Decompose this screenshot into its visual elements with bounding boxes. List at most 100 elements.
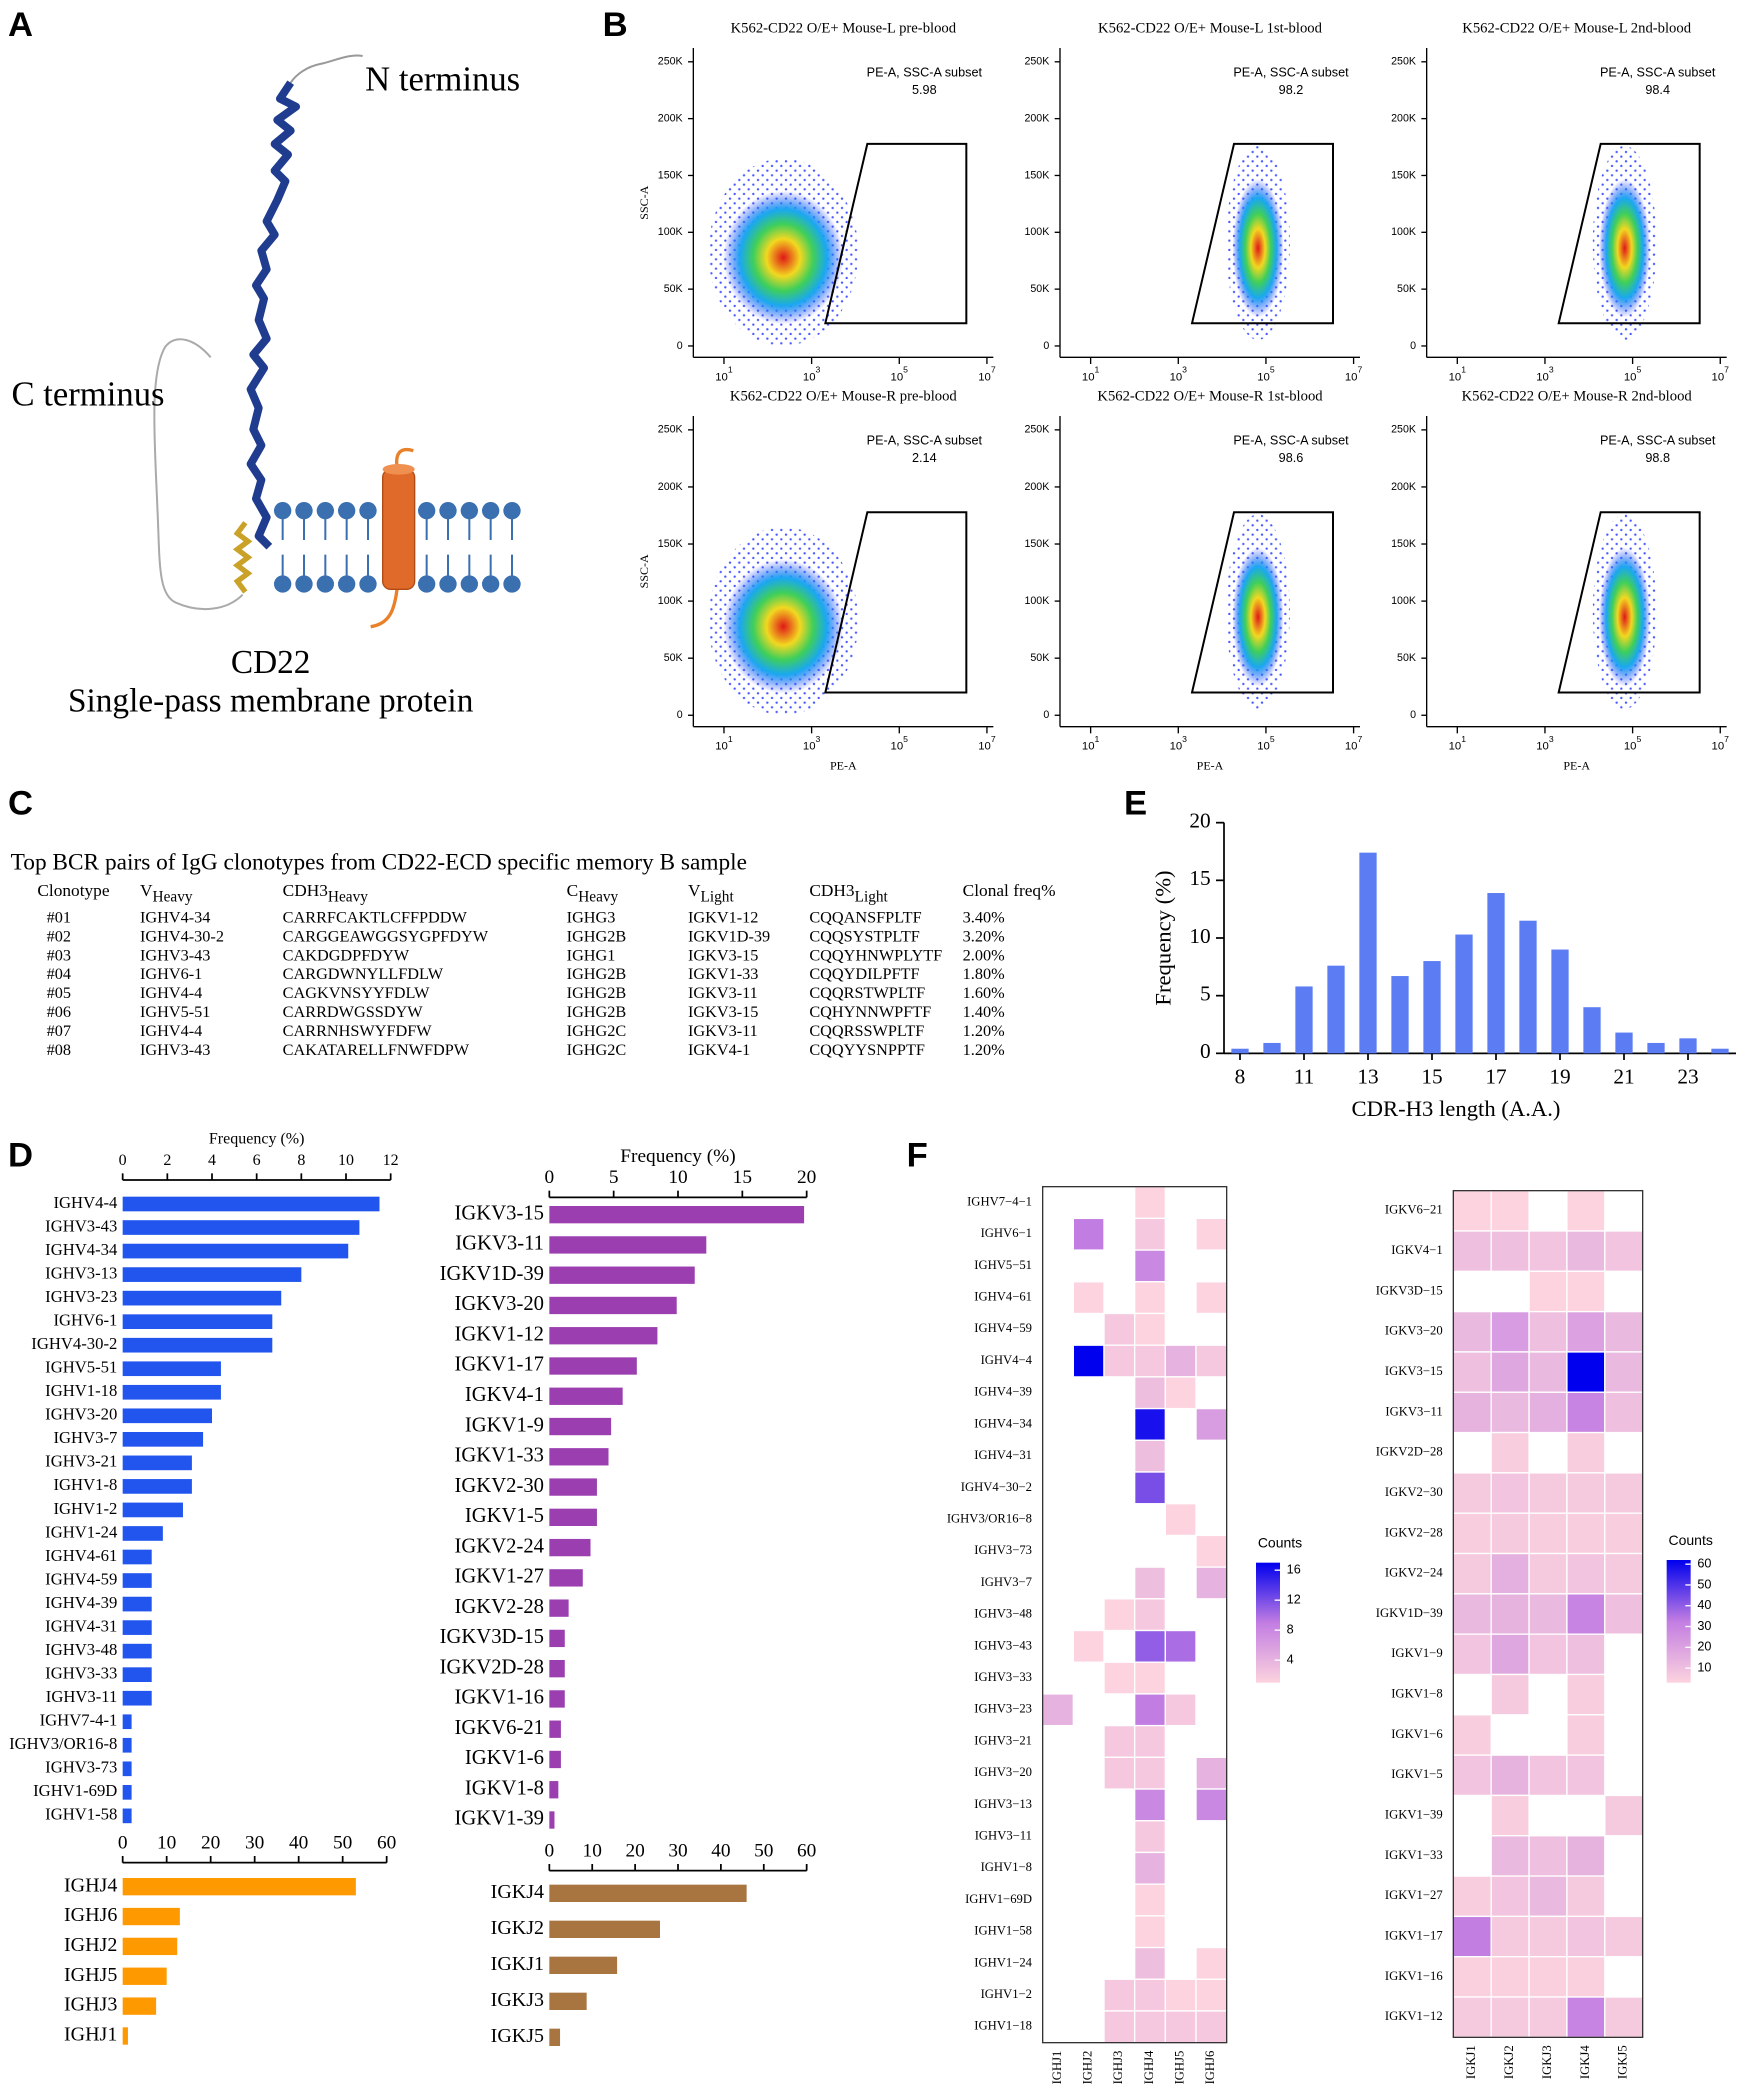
x-axis-label: PE-A — [1563, 758, 1590, 772]
x-tick-base: 10 — [803, 741, 816, 753]
bar — [1423, 961, 1441, 1054]
bar — [1391, 976, 1409, 1054]
table-cell: CQQYDILPFTF — [809, 965, 919, 983]
row-label: IGKV4−1 — [1391, 1243, 1442, 1257]
heatmap-cell — [1528, 1230, 1568, 1272]
y-tick-label: 200K — [658, 481, 683, 493]
column-label: IGHJ2 — [1081, 2051, 1095, 2085]
y-tick-label: 200K — [1391, 112, 1416, 124]
heatmap-cell — [1134, 1312, 1166, 1346]
gate — [1557, 142, 1701, 325]
gate-label: PE-A, SSC-A subset — [1600, 66, 1716, 80]
row-label: IGHV3−11 — [975, 1828, 1032, 1842]
table-cell: 3.40% — [963, 908, 1005, 926]
row-label: IGHV1−58 — [974, 1924, 1032, 1938]
bar — [122, 1620, 152, 1635]
bar — [122, 2027, 128, 2045]
bar — [122, 1785, 132, 1800]
x-tick-label: 103 — [1170, 734, 1188, 752]
x-tick-exponent: 5 — [1636, 734, 1641, 744]
x-tick-label: 50 — [754, 1840, 773, 1861]
table-cell: CQQYHNWPLYTF — [809, 946, 942, 964]
x-tick-label: 11 — [1294, 1065, 1315, 1089]
bar — [122, 1196, 380, 1212]
bar — [1679, 1038, 1697, 1054]
y-tick-label: IGHV3-43 — [45, 1216, 117, 1235]
row-label: IGHV1−24 — [974, 1955, 1032, 1969]
heatmap-cell — [1604, 1915, 1644, 1958]
y-tick-label: IGHV3-73 — [45, 1758, 117, 1777]
bar — [1327, 965, 1345, 1054]
x-tick-label: 20 — [797, 1167, 816, 1188]
heatmap-cell — [1164, 1629, 1197, 1663]
bar — [122, 1714, 132, 1730]
y-tick-label: IGHJ5 — [64, 1964, 117, 1986]
y-tick-label: IGKV1-6 — [465, 1747, 544, 1769]
heatmap-cell — [1566, 1593, 1606, 1635]
gate-label: PE-A, SSC-A subset — [1233, 66, 1349, 80]
heatmap-cell — [1452, 1633, 1492, 1676]
heatmap-cell — [1103, 1724, 1136, 1758]
x-tick-exponent: 3 — [1182, 365, 1187, 375]
row-label: IGHV1−18 — [974, 2019, 1032, 2033]
y-tick-label: 50K — [664, 652, 683, 664]
x-tick-exponent: 3 — [816, 734, 821, 744]
heatmap-cell — [1604, 1230, 1644, 1272]
gate-value: 98.4 — [1645, 83, 1670, 97]
panel-label: E — [1124, 784, 1147, 822]
x-tick-base: 10 — [1536, 741, 1549, 753]
header-text: Clonal freq% — [963, 881, 1056, 900]
y-tick-label: IGKJ4 — [491, 1881, 544, 1903]
bar — [122, 1667, 152, 1682]
heatmap-cell — [1490, 1673, 1530, 1716]
y-tick-label: IGHV3-11 — [46, 1687, 118, 1706]
table-cell: IGHV4-30-2 — [140, 927, 224, 945]
row-label: IGKV1−9 — [1391, 1646, 1442, 1660]
heatmap-cell — [1490, 1875, 1530, 1918]
table-cell: CQQYYSNPPTF — [809, 1041, 925, 1059]
x-tick-base: 10 — [1345, 371, 1358, 383]
x-tick-exponent: 1 — [1461, 365, 1466, 375]
bar — [1583, 1007, 1601, 1054]
bar — [1711, 1048, 1729, 1054]
heatmap-cell — [1103, 2010, 1136, 2044]
heatmap-cell — [1134, 1661, 1166, 1695]
x-tick-base: 10 — [1624, 371, 1637, 383]
row-label: IGKV1−16 — [1385, 1969, 1443, 1983]
y-tick-label: 100K — [1391, 595, 1416, 607]
bar — [122, 1643, 152, 1659]
y-tick-label: 250K — [658, 56, 683, 68]
y-tick-label: IGHV3-7 — [53, 1428, 117, 1447]
y-tick-label: 250K — [1024, 424, 1049, 436]
x-tick-label: 20 — [625, 1840, 644, 1861]
y-tick-label: 150K — [658, 538, 683, 550]
x-tick-label: 60 — [377, 1832, 396, 1853]
plot-title: K562-CD22 O/E+ Mouse-L 2nd-blood — [1462, 21, 1691, 37]
table-cell: IGHV3-43 — [140, 1041, 210, 1059]
y-axis-label: SSC-A — [637, 554, 651, 588]
x-tick-label: 8 — [1235, 1065, 1246, 1089]
lipid-head — [481, 501, 500, 520]
colorbar-tick-label: 50 — [1697, 1577, 1711, 1591]
x-tick-exponent: 7 — [1724, 734, 1729, 744]
heatmap-cell — [1103, 1312, 1136, 1346]
x-tick-label: 50 — [333, 1832, 352, 1853]
y-tick-label: IGKV1-5 — [465, 1505, 544, 1527]
bar — [1455, 934, 1473, 1054]
x-tick-label: 30 — [245, 1832, 264, 1853]
bar — [549, 1236, 707, 1254]
heatmap-cell — [1528, 1472, 1568, 1514]
heatmap-cell — [1164, 1693, 1197, 1727]
bar — [1295, 986, 1313, 1054]
x-tick-label: 0 — [118, 1832, 128, 1853]
y-tick-label: IGHV3-20 — [45, 1405, 117, 1424]
row-label: IGHV3−13 — [974, 1797, 1032, 1811]
x-tick-base: 10 — [1449, 741, 1462, 753]
lipid-head — [460, 501, 478, 520]
table-header: CDH3Light — [809, 881, 888, 905]
gate-value: 98.6 — [1279, 451, 1304, 465]
heatmap-cell — [1195, 1217, 1228, 1251]
x-tick-label: 12 — [383, 1152, 399, 1169]
event-density — [723, 190, 844, 325]
y-tick-label: IGKV1D-39 — [440, 1263, 544, 1285]
